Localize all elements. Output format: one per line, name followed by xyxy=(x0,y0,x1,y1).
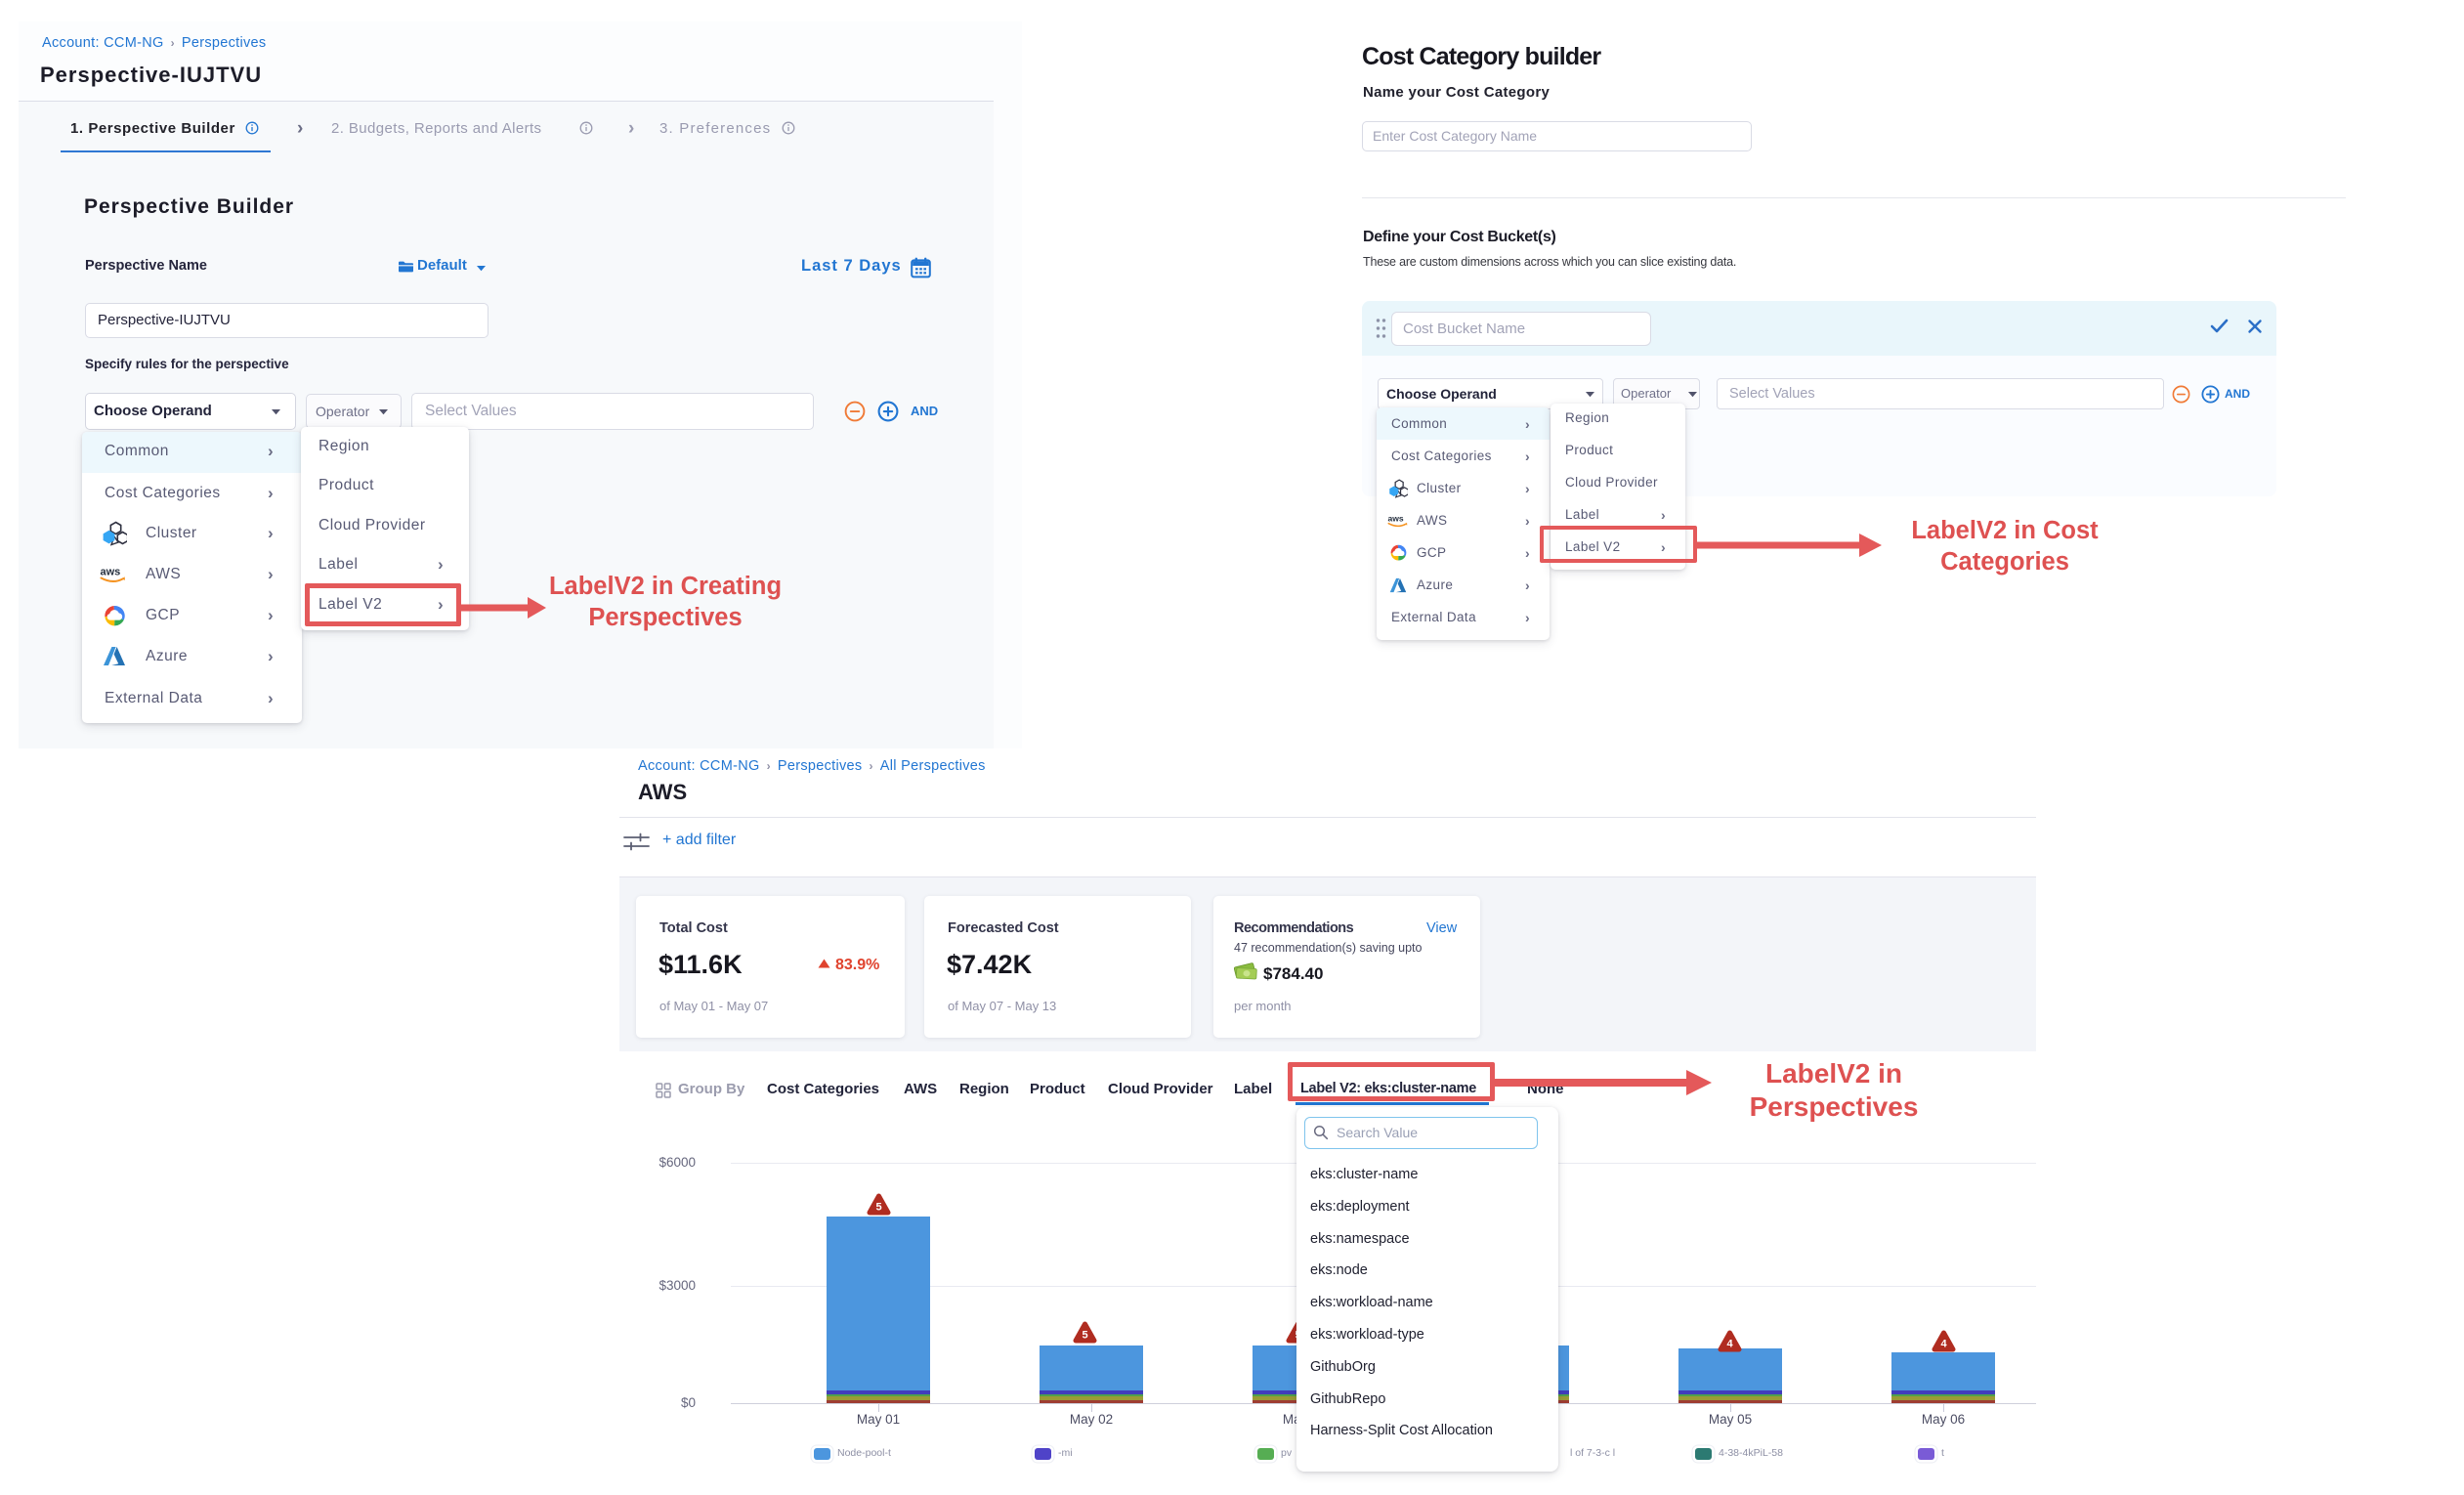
svg-text:aws: aws xyxy=(1388,514,1404,523)
svg-text:aws: aws xyxy=(101,567,121,578)
svg-text:5: 5 xyxy=(875,1202,881,1214)
svg-text:4: 4 xyxy=(1726,1339,1733,1350)
svg-text:4: 4 xyxy=(1940,1339,1947,1350)
svg-text:5: 5 xyxy=(1082,1330,1087,1342)
